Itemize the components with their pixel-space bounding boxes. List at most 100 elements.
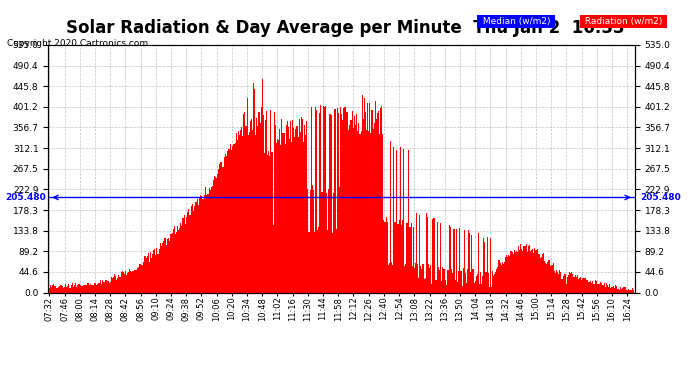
- Bar: [115, 276, 116, 292]
- Bar: [91, 285, 92, 292]
- Bar: [411, 223, 412, 292]
- Bar: [569, 272, 570, 292]
- Bar: [265, 120, 266, 292]
- Bar: [412, 266, 413, 292]
- Bar: [221, 166, 223, 292]
- Text: 205.480: 205.480: [641, 193, 682, 202]
- Bar: [146, 255, 148, 292]
- Bar: [101, 284, 102, 292]
- Bar: [583, 278, 584, 292]
- Bar: [100, 280, 101, 292]
- Bar: [414, 268, 415, 292]
- Bar: [213, 180, 214, 292]
- Bar: [358, 123, 359, 292]
- Bar: [204, 195, 205, 292]
- Bar: [111, 277, 112, 292]
- Bar: [174, 226, 175, 292]
- Bar: [188, 209, 189, 292]
- Bar: [339, 187, 340, 292]
- Bar: [447, 270, 448, 292]
- Bar: [344, 107, 346, 292]
- Bar: [61, 285, 62, 292]
- Bar: [571, 272, 572, 292]
- Bar: [177, 226, 178, 292]
- Bar: [424, 279, 426, 292]
- Bar: [469, 233, 471, 292]
- Bar: [608, 287, 609, 292]
- Bar: [51, 286, 52, 292]
- Bar: [240, 130, 241, 292]
- Bar: [201, 196, 202, 292]
- Bar: [401, 225, 402, 292]
- Bar: [273, 225, 274, 292]
- Bar: [492, 271, 493, 292]
- Bar: [244, 112, 246, 292]
- Bar: [92, 285, 93, 292]
- Bar: [481, 284, 482, 292]
- Bar: [237, 140, 238, 292]
- Bar: [113, 277, 114, 292]
- Bar: [271, 152, 273, 292]
- Bar: [278, 140, 279, 292]
- Bar: [507, 257, 509, 292]
- Bar: [256, 118, 257, 292]
- Bar: [88, 284, 89, 292]
- Bar: [570, 273, 571, 292]
- Bar: [604, 283, 605, 292]
- Bar: [150, 252, 151, 292]
- Bar: [454, 230, 455, 292]
- Bar: [490, 238, 491, 292]
- Bar: [429, 268, 430, 292]
- Bar: [491, 287, 492, 292]
- Bar: [186, 216, 187, 292]
- Bar: [50, 285, 51, 292]
- Bar: [289, 139, 290, 292]
- Bar: [267, 155, 268, 292]
- Bar: [445, 280, 446, 292]
- Bar: [422, 264, 424, 292]
- Bar: [622, 288, 623, 292]
- Bar: [541, 257, 542, 292]
- Bar: [129, 269, 130, 292]
- Bar: [132, 270, 134, 292]
- Bar: [502, 262, 503, 292]
- Bar: [451, 268, 452, 292]
- Bar: [98, 283, 99, 292]
- Bar: [205, 188, 206, 292]
- Bar: [578, 279, 579, 292]
- Bar: [153, 250, 154, 292]
- Bar: [233, 144, 235, 292]
- Bar: [457, 282, 458, 292]
- Bar: [505, 257, 506, 292]
- Bar: [363, 119, 364, 292]
- Bar: [560, 272, 562, 292]
- Bar: [99, 284, 100, 292]
- Bar: [362, 95, 363, 292]
- Bar: [313, 190, 314, 292]
- Bar: [554, 271, 555, 292]
- Bar: [168, 238, 170, 292]
- Bar: [316, 110, 317, 292]
- Bar: [139, 264, 140, 292]
- Bar: [85, 285, 86, 292]
- Bar: [149, 262, 150, 292]
- Bar: [495, 272, 496, 292]
- Bar: [446, 285, 447, 292]
- Bar: [314, 232, 315, 292]
- Bar: [562, 276, 564, 292]
- Bar: [556, 270, 557, 292]
- Bar: [435, 280, 437, 292]
- Bar: [404, 266, 405, 292]
- Bar: [371, 110, 373, 292]
- Bar: [253, 83, 254, 292]
- Bar: [368, 131, 369, 292]
- Bar: [59, 286, 60, 292]
- Bar: [591, 283, 592, 292]
- Bar: [537, 249, 538, 292]
- Bar: [317, 230, 318, 292]
- Bar: [315, 107, 316, 292]
- Bar: [190, 215, 191, 292]
- Bar: [341, 114, 342, 292]
- Bar: [182, 217, 184, 292]
- Bar: [163, 241, 164, 292]
